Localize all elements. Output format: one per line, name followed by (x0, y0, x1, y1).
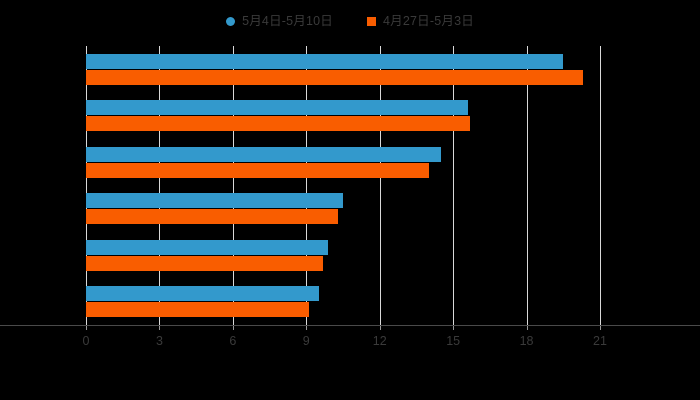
gridline-3 (159, 46, 161, 325)
bar[interactable] (86, 116, 471, 132)
tick-mark-3 (159, 325, 161, 330)
legend-item-1[interactable]: 4月27日-5月3日 (367, 15, 474, 28)
legend-marker-square-icon (367, 16, 376, 26)
bar-group (86, 53, 600, 85)
gridline-12 (379, 46, 381, 325)
tick-mark-9 (306, 325, 308, 330)
bar[interactable] (86, 69, 583, 85)
legend-item-0[interactable]: 5月4日-5月10日 (226, 15, 333, 28)
tick-mark-0 (86, 325, 87, 330)
bar[interactable] (86, 302, 309, 318)
chart-legend: 5月4日-5月10日 4月27日-5月3日 (0, 8, 700, 34)
x-tick-label: 21 (593, 334, 607, 348)
bar-group (86, 146, 600, 178)
gridline-0 (86, 46, 87, 325)
x-axis-line (0, 325, 700, 326)
bar[interactable] (86, 53, 564, 69)
bar-group (86, 239, 600, 271)
x-tick-label: 3 (155, 334, 163, 348)
gridline-15 (453, 46, 455, 325)
bar[interactable] (86, 239, 329, 255)
gridline-9 (306, 46, 308, 325)
bar[interactable] (86, 162, 429, 178)
bar[interactable] (86, 286, 319, 302)
bar-group (86, 193, 600, 225)
x-tick-label: 12 (372, 334, 387, 348)
x-tick-label: 18 (519, 334, 534, 348)
tick-mark-12 (379, 325, 381, 330)
legend-label-0: 5月4日-5月10日 (242, 13, 333, 28)
gridline-6 (232, 46, 234, 325)
bar[interactable] (86, 146, 441, 162)
bar[interactable] (86, 255, 324, 271)
tick-mark-6 (232, 325, 234, 330)
tick-mark-21 (600, 325, 601, 330)
x-tick-label: 15 (446, 334, 461, 348)
legend-marker-circle-icon (226, 16, 236, 26)
bar-group (86, 286, 600, 318)
legend-label-1: 4月27日-5月3日 (383, 13, 474, 28)
tick-mark-15 (453, 325, 455, 330)
gridline-21 (600, 46, 601, 325)
gridline-18 (526, 46, 528, 325)
bar[interactable] (86, 100, 468, 116)
x-tick-label: 9 (302, 334, 310, 348)
bar-group (86, 100, 600, 132)
tick-mark-18 (526, 325, 528, 330)
bar[interactable] (86, 193, 343, 209)
x-tick-label: 6 (229, 334, 237, 348)
x-tick-label: 0 (82, 334, 90, 348)
bar[interactable] (86, 209, 339, 225)
